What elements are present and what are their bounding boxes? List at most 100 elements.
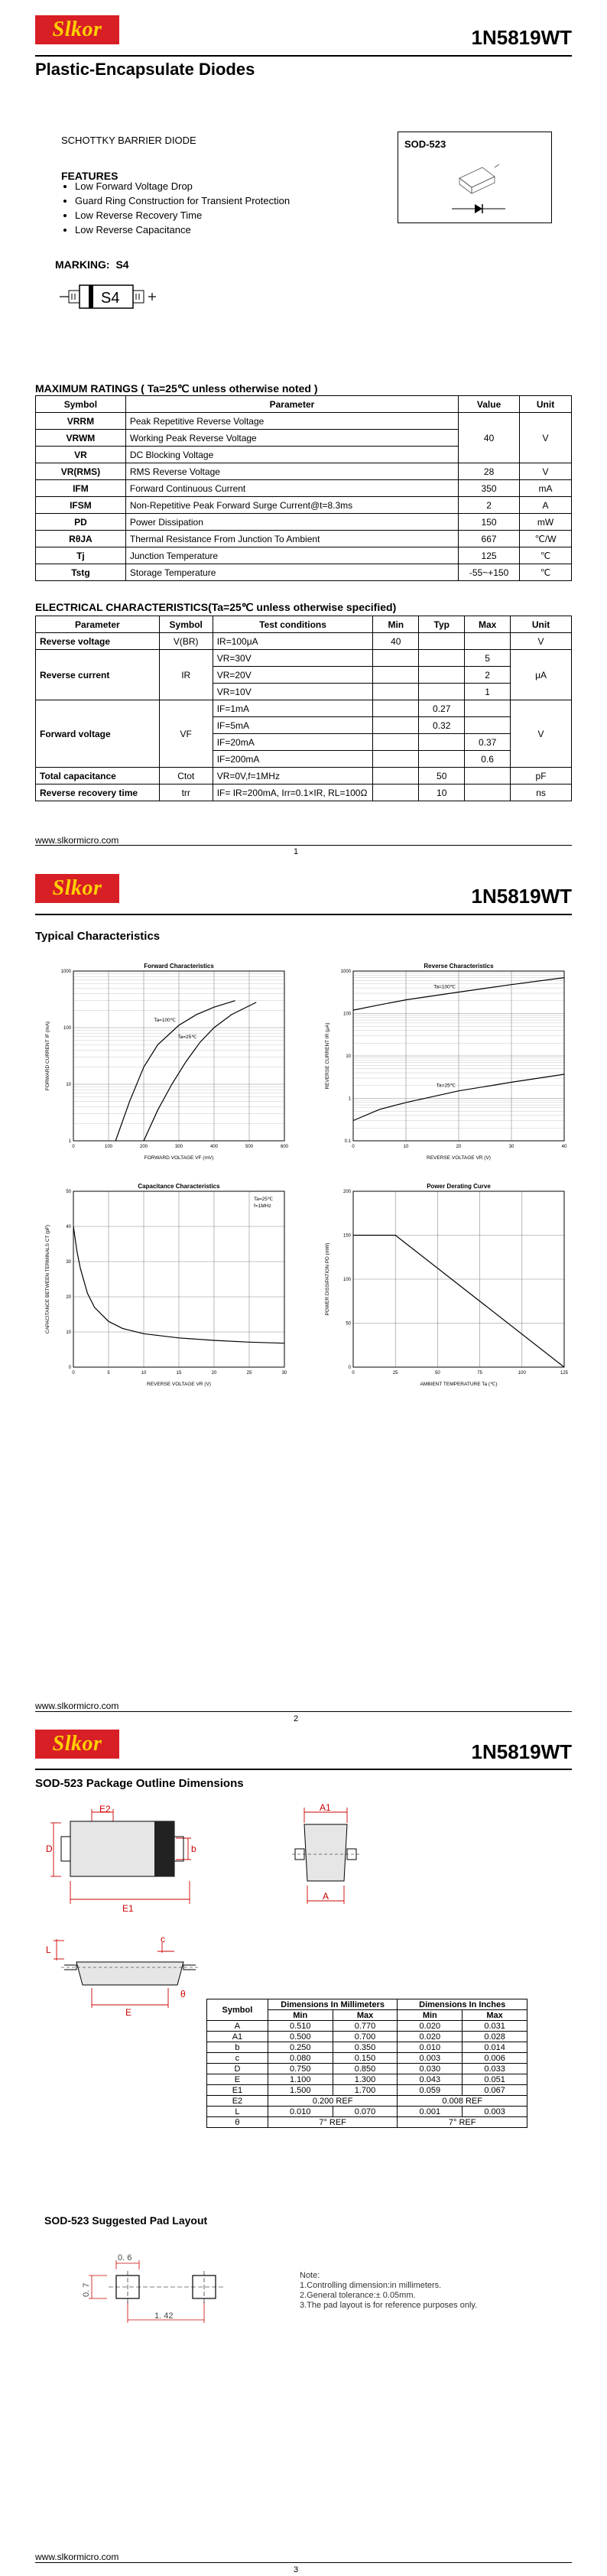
marking-diagram: S4 [60,284,156,309]
note-item: 1.Controlling dimension:in millimeters. [300,2281,442,2290]
chart-x-tick-label: 25 [247,1371,252,1376]
features-heading: FEATURES [61,170,118,182]
dim-label: E1 [122,1903,134,1914]
page-number: 3 [294,2565,299,2574]
note-item: 3.The pad layout is for reference purpos… [300,2301,478,2310]
dim-value: 0.067 [462,2084,527,2096]
elec-cond: IR=100μA [212,632,374,650]
chart-x-tick-label: 5 [107,1371,110,1376]
footer-rule [35,1711,572,1712]
chart-x-tick-label: 15 [177,1371,182,1376]
elec-max: 5 [464,649,511,667]
chart-x-tick-label: 100 [518,1371,527,1376]
max-ratings-title: MAXIMUM RATINGS ( Ta=25℃ unless otherwis… [35,382,318,395]
dim-value: 1.700 [332,2084,398,2096]
dim-value: 0.001 [397,2106,463,2117]
elec-cond: IF=20mA [212,733,374,751]
dim-value: 0.010 [267,2106,333,2117]
package-box: SOD-523 [398,132,552,223]
chart-series-label: Ta=100℃ [154,1018,177,1023]
chart-title: Forward Characteristics [144,963,214,970]
dim-symbol: E [206,2074,268,2085]
chart-x-axis-label: FORWARD VOLTAGE VF (mV) [144,1155,214,1161]
chart-y-tick-label: 100 [63,1026,72,1031]
chart-series-line [115,1000,235,1142]
pad-dim: 0. 6 [118,2253,131,2263]
footer-rule [35,845,572,846]
chart-y-axis-label: POWER DISSIPATION PD (mW) [325,1243,330,1315]
max-symbol: VRRM [35,412,126,430]
chart-series-line [352,1074,565,1122]
dim-header: Symbol [206,1999,268,2021]
chart-y-tick-label: 10 [346,1054,351,1059]
chart-x-tick-label: 25 [393,1371,398,1376]
max-value: 350 [458,479,521,497]
dim-label: A [323,1891,329,1902]
elec-cond: VR=30V [212,649,374,667]
dim-value: 1.100 [267,2074,333,2085]
max-unit: mW [519,513,572,531]
brand-logo: Slkor [35,15,119,44]
chart-series-label: Ta=25℃ [177,1035,197,1040]
page-title: Plastic-Encapsulate Diodes [35,60,255,79]
chart-x-tick-label: 400 [210,1145,219,1149]
dim-value: 0.250 [267,2042,333,2053]
elec-header: Symbol [158,616,213,633]
elec-unit: V [510,700,572,768]
chart-y-tick-label: 20 [66,1295,71,1300]
outline-top-view: E2 D b E1 [46,1804,196,1914]
elec-cond: IF= IR=200mA, Irr=0.1×IR, RL=100Ω [212,784,374,801]
page-number: 1 [294,847,299,856]
dim-value: 0.070 [332,2106,398,2117]
dim-value: 0.770 [332,2020,398,2032]
dim-value: 7° REF [397,2116,527,2128]
chart-series-label: Ta=100℃ [433,984,456,989]
dim-symbol: b [206,2042,268,2053]
brand-logo: Slkor [35,1730,119,1759]
dim-value: 1.300 [332,2074,398,2085]
dim-label: b [191,1843,196,1854]
chart-y-tick-label: 1000 [61,970,72,974]
marking-label: MARKING: [55,258,110,271]
chart-x-tick-label: 20 [456,1145,462,1149]
dim-value: 7° REF [267,2116,398,2128]
feature-item: Low Forward Voltage Drop [75,180,290,192]
chart-x-tick-label: 0 [72,1371,75,1376]
elec-param: Reverse voltage [35,632,160,650]
dim-label: E [125,2007,131,2018]
footer-url[interactable]: www.slkormicro.com [35,1701,119,1711]
elec-param: Forward voltage [35,700,160,768]
footer-url[interactable]: www.slkormicro.com [35,2552,119,2562]
dim-value: 0.350 [332,2042,398,2053]
chart-y-tick-label: 1 [69,1139,72,1144]
max-symbol: VR [35,446,126,463]
dim-value: 0.700 [332,2031,398,2042]
elec-max [464,700,511,717]
elec-header: Min [372,616,420,633]
brand-logo: Slkor [35,874,119,903]
dim-header: Max [462,2009,527,2021]
chart-x-tick-label: 300 [175,1145,183,1149]
max-symbol: IFM [35,479,126,497]
pad-notes: Note: 1.Controlling dimension:in millime… [300,2271,477,2311]
pad-dim: 0. 7 [82,2283,91,2297]
chart-x-axis-label: AMBIENT TEMPERATURE Ta (℃) [420,1382,497,1387]
chart-x-tick-label: 0 [72,1145,75,1149]
max-parameter: Junction Temperature [125,547,459,564]
elec-max: 0.37 [464,733,511,751]
part-number: 1N5819WT [471,1740,573,1763]
dim-value: 0.033 [462,2063,527,2074]
page-number: 2 [294,1714,299,1723]
chart-x-axis-label: REVERSE VOLTAGE VR (V) [147,1382,211,1387]
chart-x-tick-label: 50 [435,1371,440,1376]
part-number: 1N5819WT [471,26,573,49]
elec-param: Reverse current [35,649,160,700]
header-rule [35,1769,572,1770]
feature-item: Guard Ring Construction for Transient Pr… [75,195,290,206]
max-value: 150 [458,513,521,531]
chart-x-tick-label: 40 [562,1145,567,1149]
footer-url[interactable]: www.slkormicro.com [35,835,119,846]
outline-side-view: A1 A [292,1802,359,1904]
max-unit: ℃/W [519,530,572,547]
footer-rule [35,2562,572,2563]
